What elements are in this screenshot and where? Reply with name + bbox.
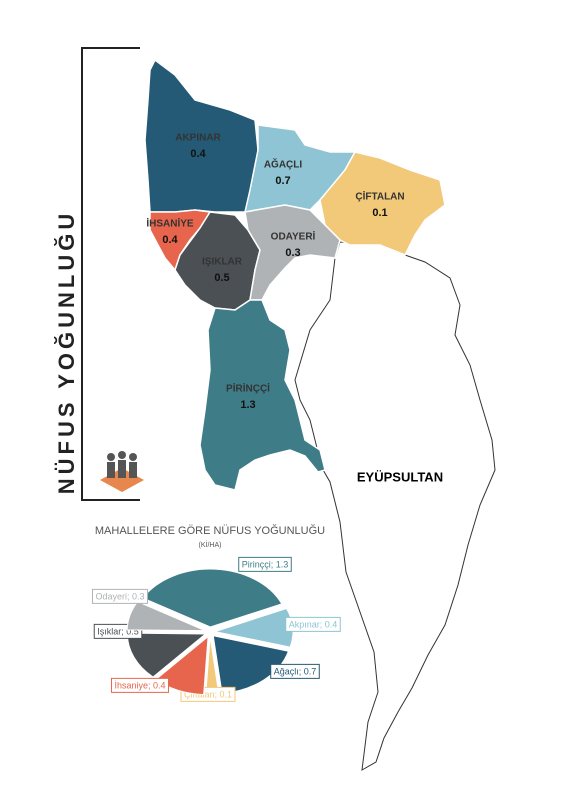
region-value: 0.4 (162, 234, 178, 246)
neighbor-label: EYÜPSULTAN (357, 469, 443, 484)
chart-title: MAHALLELERE GÖRE NÜFUS YOĞUNLUĞU (95, 524, 325, 537)
slice-label: Işıklar; 0.5 (97, 626, 139, 636)
region-value: 0.4 (190, 148, 206, 160)
slice-label: Pirinççi; 1.3 (242, 559, 289, 569)
label-box (238, 556, 292, 572)
slice-label: Ağaçlı; 0.7 (274, 666, 317, 676)
label-box (91, 588, 149, 604)
region-value: 0.7 (275, 175, 290, 187)
label-box (110, 677, 170, 693)
pie-chart: Pirinççi; 1.3 Akpınar; 0.4 Ağaçlı; 0.7 Çift… (91, 556, 341, 702)
slice-label: Akpınar; 0.4 (289, 619, 338, 629)
map (144, 58, 446, 491)
slice-label: İhsaniye; 0.4 (114, 680, 165, 690)
pie-slice (141, 568, 283, 628)
region-name: IŞIKLAR (202, 257, 243, 268)
region-name: PİRİNÇÇİ (226, 382, 270, 395)
people-icon (100, 451, 144, 492)
label-box (285, 616, 341, 632)
region (319, 151, 446, 256)
chart-subtitle: (Kİ/HA) (199, 540, 222, 549)
region-name: AKPINAR (175, 133, 221, 144)
region-name: ÇİFTALAN (355, 190, 404, 203)
region-value: 1.3 (240, 399, 255, 411)
region-value: 0.5 (214, 272, 229, 284)
label-box (270, 663, 320, 679)
region (244, 204, 341, 301)
region-name: AĞAÇLI (264, 158, 303, 171)
neighbor-region (294, 241, 496, 771)
region-name: İHSANİYE (146, 217, 194, 230)
bracket (81, 47, 140, 501)
page-title: NÜFUS YOĞUNLUĞU (54, 210, 79, 495)
slice-label: Odayeri; 0.3 (95, 591, 144, 601)
region-name: ODAYERİ (271, 230, 316, 243)
region-value: 0.1 (372, 207, 387, 219)
region (199, 299, 326, 491)
region-value: 0.3 (285, 247, 300, 259)
slice-label: Çiftalan; 0.1 (184, 689, 232, 699)
